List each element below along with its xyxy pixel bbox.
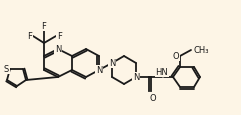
- Text: F: F: [27, 32, 32, 41]
- Text: F: F: [41, 22, 47, 31]
- Text: O: O: [172, 52, 179, 61]
- Text: CH₃: CH₃: [193, 46, 208, 55]
- Text: HN: HN: [156, 67, 168, 76]
- Text: N: N: [133, 73, 139, 82]
- Text: N: N: [109, 59, 115, 68]
- Text: F: F: [57, 32, 62, 41]
- Text: N: N: [96, 66, 102, 75]
- Text: O: O: [150, 93, 157, 102]
- Text: N: N: [55, 45, 61, 54]
- Text: S: S: [4, 65, 9, 74]
